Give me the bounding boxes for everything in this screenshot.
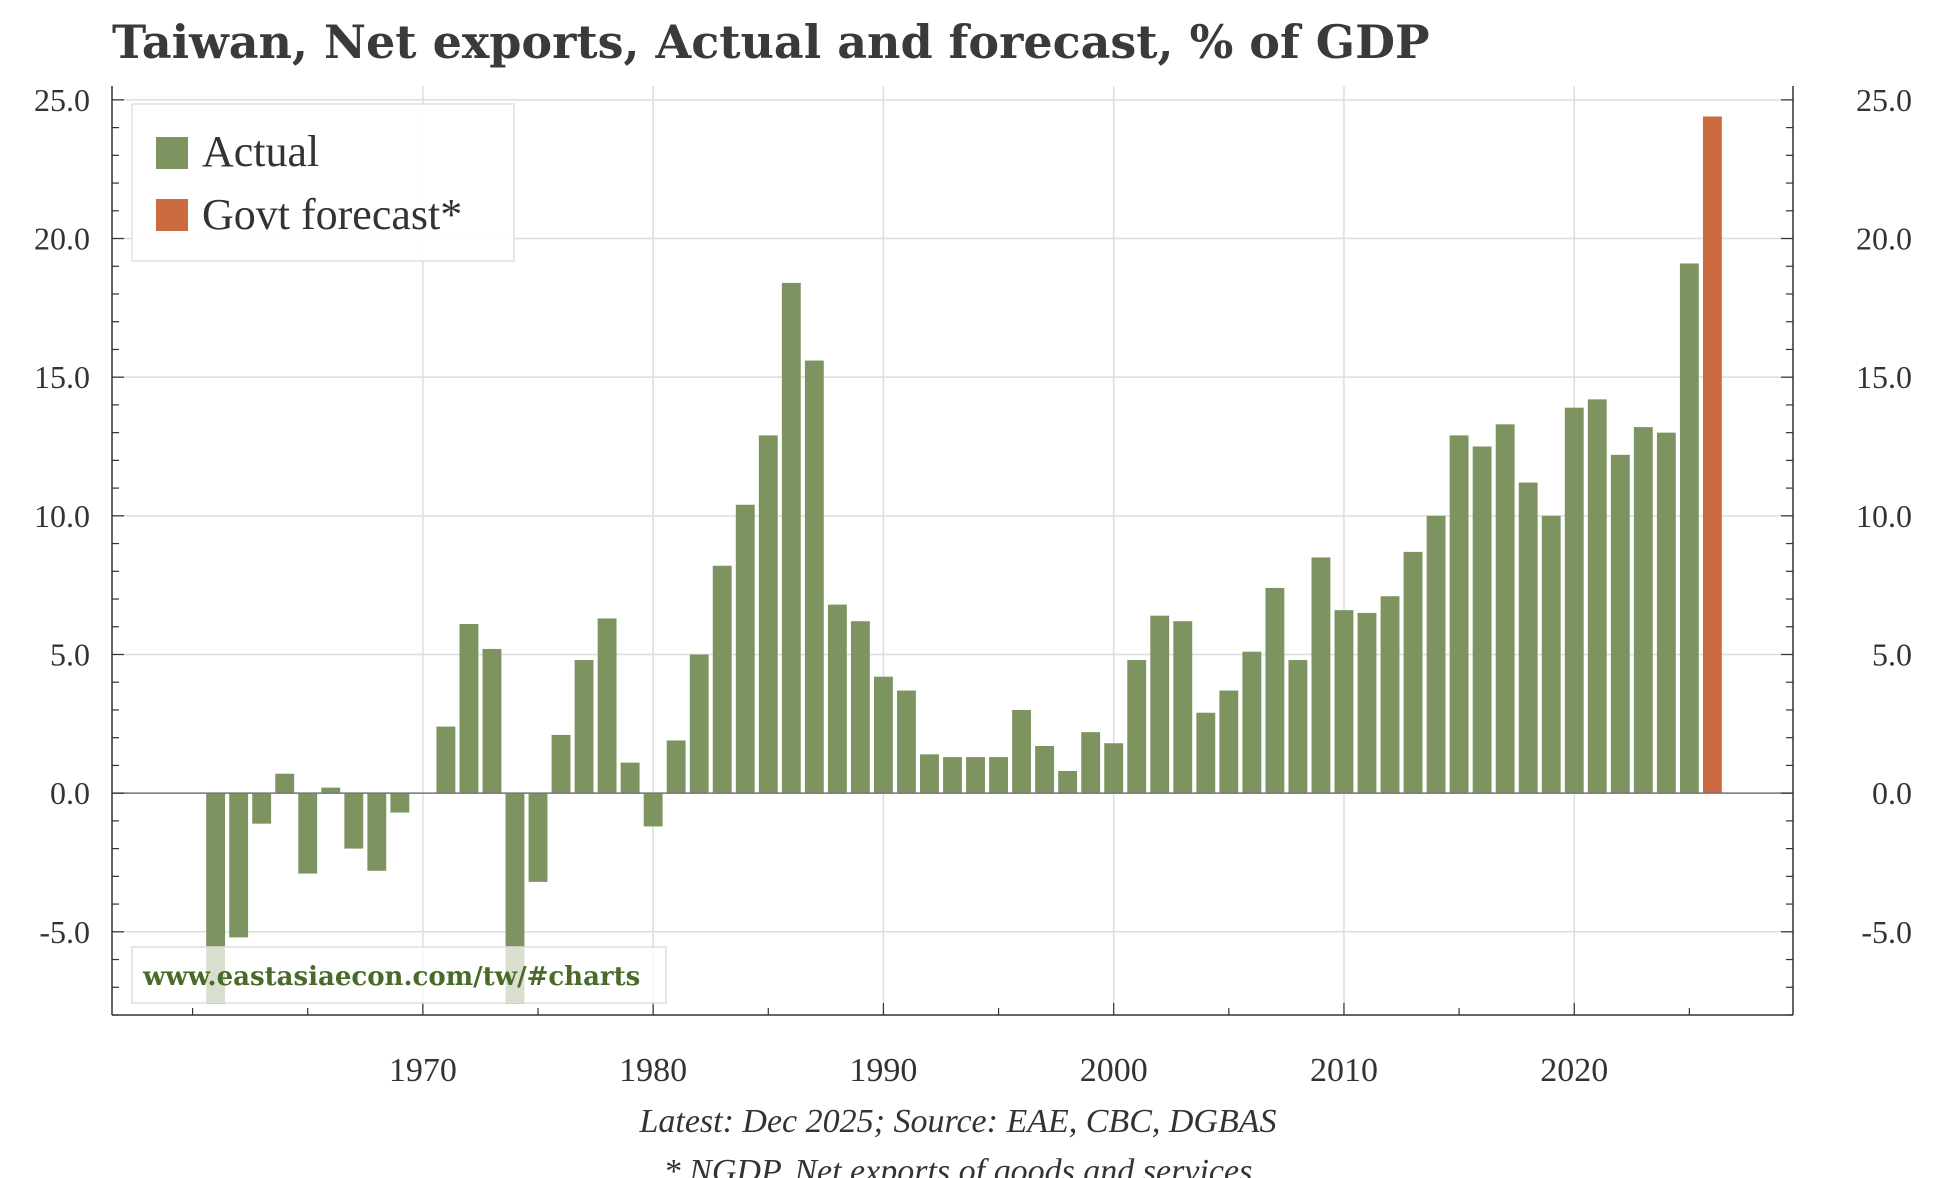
bar-actual bbox=[943, 757, 962, 794]
chart-title: Taiwan, Net exports, Actual and forecast… bbox=[112, 15, 1430, 69]
y-tick-label-right: 5.0 bbox=[1872, 636, 1912, 672]
bar-actual bbox=[1173, 621, 1193, 794]
bar-actual bbox=[1426, 515, 1446, 794]
bar-actual bbox=[528, 793, 548, 882]
bar-actual bbox=[1311, 557, 1331, 794]
watermark-frame bbox=[131, 946, 667, 1004]
x-tick-label: 2000 bbox=[1080, 1052, 1148, 1089]
bar-actual bbox=[482, 648, 502, 794]
bar-actual bbox=[1334, 610, 1354, 794]
bar-actual bbox=[1104, 743, 1124, 794]
bar-actual bbox=[574, 660, 594, 794]
bar-actual bbox=[1564, 407, 1584, 794]
bar-actual bbox=[1449, 435, 1469, 794]
y-tick-label-right: 10.0 bbox=[1856, 498, 1912, 534]
y-tick-label-right: 20.0 bbox=[1856, 221, 1912, 257]
bar-actual bbox=[298, 793, 318, 874]
bar-actual bbox=[804, 360, 824, 794]
bar-actual bbox=[459, 623, 479, 794]
bar-actual bbox=[275, 773, 295, 794]
bar-actual bbox=[897, 690, 916, 794]
bar-actual bbox=[1012, 709, 1032, 794]
bar-actual bbox=[1610, 454, 1630, 794]
legend: Actual Govt forecast* bbox=[131, 103, 515, 262]
bar-actual bbox=[1587, 399, 1607, 794]
bar-actual bbox=[920, 754, 939, 794]
bar-actual bbox=[873, 676, 893, 794]
x-tick-label: 2020 bbox=[1540, 1052, 1608, 1089]
bar-actual bbox=[436, 726, 456, 794]
bar-actual bbox=[1058, 770, 1078, 794]
bar-actual bbox=[321, 787, 341, 794]
bar-actual bbox=[1541, 515, 1561, 794]
bar-actual bbox=[666, 740, 686, 794]
y-tick-label-left: 10.0 bbox=[34, 498, 90, 534]
bar-actual bbox=[1242, 651, 1262, 794]
bar-actual bbox=[1127, 660, 1147, 794]
bar-actual bbox=[1081, 732, 1101, 794]
bar-actual bbox=[367, 793, 387, 871]
bar-actual bbox=[1035, 746, 1055, 794]
bar-actual bbox=[1656, 432, 1676, 794]
footer-source: Latest: Dec 2025; Source: EAE, CBC, DGBA… bbox=[638, 1103, 1276, 1140]
x-tick-label: 1970 bbox=[389, 1052, 457, 1089]
footer-note: * NGDP, Net exports of goods and service… bbox=[664, 1153, 1253, 1178]
watermark-box: www.eastasiaecon.com/tw/#charts bbox=[131, 946, 667, 1004]
bar-actual bbox=[827, 604, 847, 794]
x-tick-label: 1980 bbox=[619, 1052, 687, 1089]
bar-actual bbox=[781, 282, 801, 794]
legend-label-forecast: Govt forecast* bbox=[202, 190, 462, 239]
legend-swatch-forecast bbox=[156, 199, 188, 231]
bar-actual bbox=[1495, 424, 1515, 794]
bar-actual bbox=[1196, 712, 1216, 794]
bar-actual bbox=[229, 793, 249, 938]
bar-actual bbox=[551, 734, 571, 794]
legend-swatch-actual bbox=[156, 137, 188, 169]
y-tick-label-right: 0.0 bbox=[1872, 775, 1912, 811]
x-tick-label: 1990 bbox=[849, 1052, 917, 1089]
bar-actual bbox=[850, 621, 870, 794]
bar-actual bbox=[1380, 596, 1400, 794]
bar-actual bbox=[1403, 551, 1423, 794]
bar-actual bbox=[1518, 482, 1538, 794]
y-tick-label-left: 15.0 bbox=[34, 359, 90, 395]
bar-actual bbox=[252, 793, 272, 824]
bar-actual bbox=[735, 504, 755, 794]
bar-actual bbox=[344, 793, 364, 849]
legend-label-actual: Actual bbox=[202, 127, 319, 176]
bar-actual bbox=[597, 618, 617, 794]
x-tick-label: 2010 bbox=[1310, 1052, 1378, 1089]
bar-actual bbox=[989, 757, 1008, 794]
bar-actual bbox=[1633, 427, 1653, 794]
y-tick-label-right: -5.0 bbox=[1861, 914, 1912, 950]
tick-labels: -5.0 -5.0 0.0 0.0 5.0 5.0 10.0 10.0 15.0 15.0 20.0… bbox=[34, 82, 1912, 1089]
y-tick-label-left: 5.0 bbox=[50, 636, 90, 672]
bar-actual bbox=[689, 654, 709, 794]
bar-actual bbox=[390, 793, 410, 813]
bar-actual bbox=[643, 793, 663, 827]
y-tick-label-left: 0.0 bbox=[50, 775, 90, 811]
bar-actual bbox=[1265, 587, 1285, 794]
bar-actual bbox=[1472, 446, 1492, 794]
y-tick-label-right: 25.0 bbox=[1856, 82, 1912, 118]
bar-actual bbox=[966, 757, 985, 794]
bar-actual bbox=[1219, 690, 1239, 794]
y-tick-label-left: 25.0 bbox=[34, 82, 90, 118]
y-tick-label-left: -5.0 bbox=[39, 914, 90, 950]
watermark-url: www.eastasiaecon.com/tw/#charts bbox=[142, 962, 640, 992]
legend-box bbox=[131, 103, 515, 262]
bar-actual bbox=[620, 762, 640, 794]
bar-forecast bbox=[1702, 116, 1722, 794]
y-tick-label-right: 15.0 bbox=[1856, 359, 1912, 395]
axes bbox=[111, 86, 1794, 1016]
bar-actual bbox=[1150, 615, 1170, 794]
bar-actual bbox=[1679, 263, 1699, 794]
bar-actual bbox=[1357, 612, 1377, 794]
y-tick-label-left: 20.0 bbox=[34, 221, 90, 257]
bar-actual bbox=[712, 565, 732, 794]
bar-actual bbox=[1288, 660, 1308, 794]
bars bbox=[206, 116, 1722, 1004]
bar-actual bbox=[758, 435, 778, 794]
